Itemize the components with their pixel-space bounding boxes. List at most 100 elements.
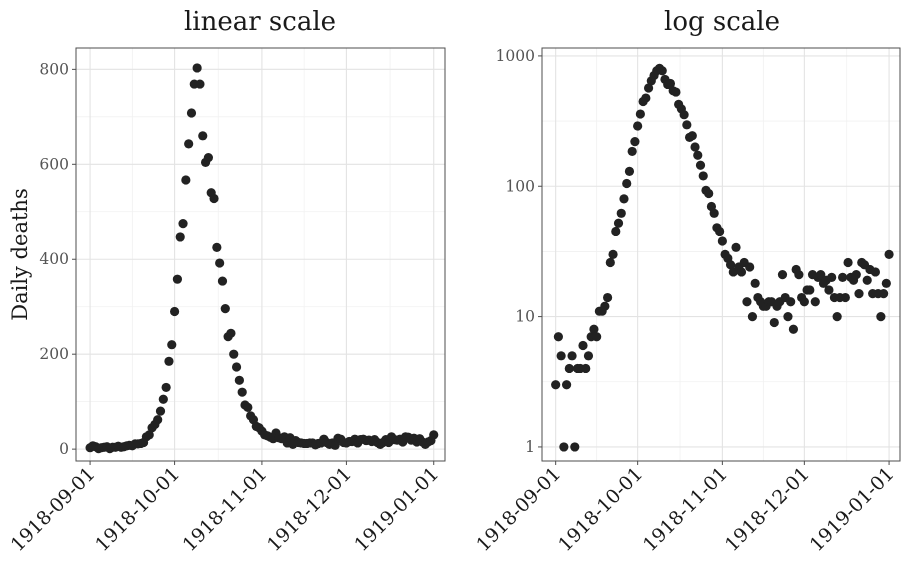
panel-2-data-point: [783, 311, 793, 322]
panel-2-data-point: [824, 285, 834, 295]
panel-2-panel-border: [541, 47, 901, 462]
panel-1-y-tick-label: 600: [39, 155, 69, 173]
panel-1-data-point: [237, 387, 247, 397]
panel-2-data-point: [747, 311, 758, 322]
panel-2-data-point: [589, 324, 599, 334]
panel-2-data-point: [690, 142, 700, 152]
panel-2-x-tick-label: 1918-09-01: [472, 463, 565, 556]
panel-1-data-point: [178, 219, 188, 229]
panel-2-data-point: [731, 242, 741, 252]
panel-1-data-point: [198, 131, 208, 141]
panel-2-y-tick-label: 1: [525, 438, 535, 456]
panel-2-data-point: [698, 171, 708, 181]
panel-1-data-point: [217, 276, 228, 286]
panel-2-data-point: [805, 285, 815, 295]
panel-2-data-point: [643, 83, 654, 93]
panel-2-data-point: [750, 278, 760, 288]
panel-1-x-tick-label: 1918-11-01: [178, 463, 271, 556]
panel-2-data-point: [600, 301, 610, 311]
panel-2-data-point: [627, 146, 637, 157]
panel-2-data-point: [786, 297, 796, 307]
panel-1-data-point: [153, 415, 163, 425]
panel-2-data-point: [777, 269, 788, 280]
panel-2-data-point: [851, 269, 861, 280]
panel-1-data-point: [186, 108, 197, 118]
panel-2-data-point: [854, 289, 864, 299]
panel-2-data-point: [622, 178, 632, 189]
panel-1-x-tick-label: 1918-10-01: [91, 463, 184, 556]
panel-2-data-point: [611, 226, 621, 237]
panel-2-data-point: [635, 109, 645, 119]
panel-1-x-tick-label: 1919-01-01: [350, 463, 443, 556]
panel-1-group: 0 200 400 600 800 1918-09-011918-10-011918-11…: [7, 7, 446, 556]
panel-2-data-point: [624, 166, 635, 177]
panel-2-data-point: [832, 311, 842, 322]
panel-1-data-point: [181, 175, 191, 185]
panel-2-data-point: [725, 260, 736, 270]
panel-2-data-point: [556, 351, 566, 361]
panel-2-data-point: [682, 120, 692, 130]
panel-1-data-point: [169, 306, 180, 317]
panel-2-data-point: [827, 272, 837, 282]
panel-1-data-point: [209, 193, 219, 204]
panel-2-data-point: [769, 317, 779, 328]
panel-2-data-point: [687, 131, 697, 141]
panel-2-data-point: [870, 267, 881, 277]
panel-2-data-point: [630, 137, 640, 147]
panel-1-data-point: [330, 440, 340, 450]
panel-1-data-point: [231, 362, 242, 372]
panel-2-data-point: [583, 351, 594, 361]
panel-2-data-point: [843, 257, 853, 268]
panel-1-data-point: [226, 328, 236, 338]
panel-1-data-point: [164, 356, 174, 366]
panel-2-data-point: [559, 442, 569, 452]
panel-1-y-tick-label: 0: [59, 440, 69, 458]
panel-1-data-point: [195, 79, 205, 89]
panel-1-title: linear scale: [184, 7, 336, 37]
panel-1-data-point: [203, 153, 213, 163]
panel-2-data-point: [605, 257, 615, 268]
panel-2-data-point: [602, 292, 613, 303]
panel-2-data-point: [816, 269, 826, 280]
panel-2-x-tick-label: 1918-10-01: [554, 463, 647, 556]
panel-1-data-point: [167, 340, 177, 350]
panel-1-panel-border: [75, 47, 446, 462]
panel-2-data-point: [745, 262, 755, 272]
panel-2-data-point: [671, 87, 681, 97]
panel-2-data-point: [704, 188, 714, 199]
panel-1-data-point: [158, 394, 168, 404]
panel-1-x-tick-label: 1918-09-01: [7, 463, 100, 556]
panel-2-data-point: [567, 351, 577, 361]
panel-2-data-point: [616, 208, 626, 218]
panel-1-data-point: [229, 349, 239, 359]
panel-1-data-point: [212, 242, 222, 252]
panel-1-data-point: [155, 406, 166, 416]
panel-2-data-point: [619, 194, 629, 204]
panel-1-y-tick-label: 200: [39, 345, 69, 363]
panel-2-data-point: [876, 311, 886, 322]
panel-2-data-point: [657, 66, 667, 76]
panel-1-x-tick-label: 1918-12-01: [263, 463, 356, 556]
panel-2-data-point: [633, 121, 643, 131]
panel-2-data-point: [862, 275, 872, 285]
panel-2-data-point: [715, 226, 725, 237]
panel-2-data-point: [641, 93, 651, 103]
panel-1-data-point: [184, 139, 194, 149]
panel-2-data-point: [736, 267, 747, 277]
panel-2-data-point: [709, 208, 719, 218]
panel-2-x-tick-label: 1918-12-01: [721, 463, 814, 556]
panel-2-data-point: [564, 363, 574, 374]
panel-2-title: log scale: [664, 7, 780, 37]
panel-2-data-point: [693, 150, 703, 160]
panel-2-data-point: [881, 278, 891, 288]
panel-2-data-point: [553, 332, 563, 342]
panel-1-data-point: [220, 304, 230, 314]
panel-2-data-point: [788, 324, 799, 334]
panel-2-data-point: [742, 297, 752, 307]
panel-1-data-point: [172, 274, 183, 284]
panel-1-data-point: [175, 232, 185, 242]
panel-1-y-tick-label: 400: [39, 250, 69, 268]
panel-1-data-point: [161, 382, 171, 393]
panel-2-y-tick-label: 10: [515, 308, 535, 326]
